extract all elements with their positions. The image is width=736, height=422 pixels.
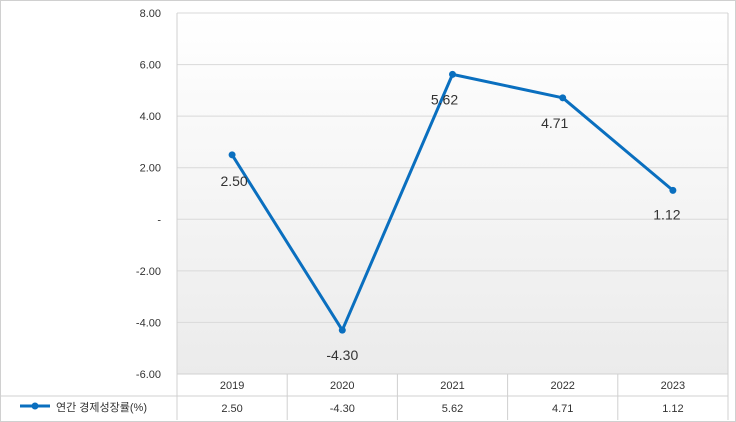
y-tick-label: -4.00 <box>136 317 161 329</box>
data-point <box>338 326 346 334</box>
table-value: 5.62 <box>442 403 463 415</box>
data-point <box>559 94 567 102</box>
table-value: -4.30 <box>330 403 355 415</box>
x-tick-label: 2022 <box>550 380 574 392</box>
data-table: 2019 2020 2021 2022 2023 2.50 -4.30 5.62 4.71 1.1… <box>0 13 729 420</box>
table-value: 1.12 <box>662 403 683 415</box>
y-tick-label: -2.00 <box>136 266 161 278</box>
y-tick-label: 6.00 <box>140 60 161 72</box>
x-tick-label: 2023 <box>661 380 685 392</box>
data-label: 1.12 <box>653 206 680 222</box>
data-point <box>669 186 677 194</box>
data-label: -4.30 <box>326 347 358 363</box>
gridlines <box>176 12 728 420</box>
x-tick-label: 2019 <box>220 380 244 392</box>
data-label: 5.62 <box>431 91 458 107</box>
legend: 연간 경제성장률(%) <box>20 401 147 414</box>
x-tick-label: 2021 <box>440 380 464 392</box>
y-tick-label: - <box>157 214 161 226</box>
legend-label: 연간 경제성장률(%) <box>56 401 147 414</box>
y-tick-label: 2.00 <box>140 163 161 175</box>
data-label: 4.71 <box>541 115 568 131</box>
table-value: 2.50 <box>221 403 242 415</box>
data-label: 2.50 <box>220 173 247 189</box>
legend-point-marker <box>31 402 39 410</box>
series-line: 2.50 -4.30 5.62 4.71 1.12 <box>220 70 681 363</box>
data-point <box>449 70 456 78</box>
y-tick-label: 8.00 <box>140 8 161 20</box>
y-axis: 8.00 6.00 4.00 2.00 - -2.00 -4.00 -6.00 <box>136 8 161 381</box>
table-value: 4.71 <box>552 403 573 415</box>
data-point <box>228 151 236 159</box>
plot-area <box>177 13 728 374</box>
y-tick-label: 4.00 <box>140 111 161 123</box>
y-tick-label: -6.00 <box>136 369 161 381</box>
x-tick-label: 2020 <box>330 380 354 392</box>
